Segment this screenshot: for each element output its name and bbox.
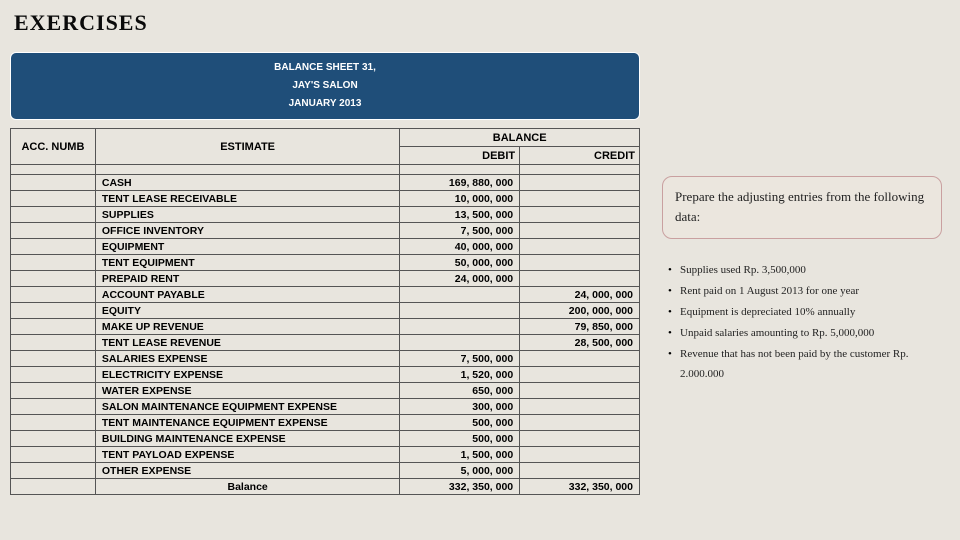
estimate-cell: EQUITY — [95, 303, 399, 319]
debit-cell: 5, 000, 000 — [400, 463, 520, 479]
balance-sheet-header: BALANCE SHEET 31, JAY'S SALON JANUARY 20… — [10, 52, 640, 120]
credit-cell — [520, 351, 640, 367]
estimate-cell: TENT LEASE REVENUE — [95, 335, 399, 351]
estimate-cell: WATER EXPENSE — [95, 383, 399, 399]
estimate-cell: CASH — [95, 175, 399, 191]
debit-cell: 1, 500, 000 — [400, 447, 520, 463]
estimate-cell: SUPPLIES — [95, 207, 399, 223]
debit-cell: 10, 000, 000 — [400, 191, 520, 207]
estimate-cell: TENT MAINTENANCE EQUIPMENT EXPENSE — [95, 415, 399, 431]
balance-total-credit: 332, 350, 000 — [520, 479, 640, 495]
estimate-cell: SALON MAINTENANCE EQUIPMENT EXPENSE — [95, 399, 399, 415]
debit-cell: 650, 000 — [400, 383, 520, 399]
instruction-bullets: Supplies used Rp. 3,500,000Rent paid on … — [668, 260, 948, 385]
table-row: SALON MAINTENANCE EQUIPMENT EXPENSE300, … — [11, 399, 640, 415]
header-line-3: JANUARY 2013 — [11, 95, 639, 113]
credit-cell — [520, 255, 640, 271]
debit-cell — [400, 303, 520, 319]
col-credit: CREDIT — [520, 147, 640, 165]
debit-cell — [400, 287, 520, 303]
estimate-cell: SALARIES EXPENSE — [95, 351, 399, 367]
estimate-cell: OTHER EXPENSE — [95, 463, 399, 479]
credit-cell — [520, 191, 640, 207]
table-row: ELECTRICITY EXPENSE1, 520, 000 — [11, 367, 640, 383]
estimate-cell: TENT LEASE RECEIVABLE — [95, 191, 399, 207]
table-row: EQUITY 200, 000, 000 — [11, 303, 640, 319]
table-row: TENT LEASE RECEIVABLE10, 000, 000 — [11, 191, 640, 207]
debit-cell: 7, 500, 000 — [400, 223, 520, 239]
estimate-cell: PREPAID RENT — [95, 271, 399, 287]
debit-cell: 300, 000 — [400, 399, 520, 415]
estimate-cell: BUILDING MAINTENANCE EXPENSE — [95, 431, 399, 447]
table-row: SUPPLIES13, 500, 000 — [11, 207, 640, 223]
col-estimate: ESTIMATE — [95, 129, 399, 165]
table-row: BUILDING MAINTENANCE EXPENSE500, 000 — [11, 431, 640, 447]
credit-cell — [520, 223, 640, 239]
table-row: TENT LEASE REVENUE 28, 500, 000 — [11, 335, 640, 351]
debit-cell: 40, 000, 000 — [400, 239, 520, 255]
credit-cell — [520, 207, 640, 223]
estimate-cell: TENT PAYLOAD EXPENSE — [95, 447, 399, 463]
col-acc-numb: ACC. NUMB — [11, 129, 96, 165]
credit-cell: 24, 000, 000 — [520, 287, 640, 303]
instruction-callout: Prepare the adjusting entries from the f… — [662, 176, 942, 239]
table-row: TENT MAINTENANCE EQUIPMENT EXPENSE500, 0… — [11, 415, 640, 431]
estimate-cell: TENT EQUIPMENT — [95, 255, 399, 271]
table-row: OTHER EXPENSE5, 000, 000 — [11, 463, 640, 479]
debit-cell — [400, 319, 520, 335]
debit-cell: 500, 000 — [400, 415, 520, 431]
debit-cell: 24, 000, 000 — [400, 271, 520, 287]
table-row: EQUIPMENT40, 000, 000 — [11, 239, 640, 255]
credit-cell — [520, 383, 640, 399]
debit-cell: 50, 000, 000 — [400, 255, 520, 271]
header-line-1: BALANCE SHEET 31, — [11, 59, 639, 77]
balance-total-debit: 332, 350, 000 — [400, 479, 520, 495]
credit-cell — [520, 175, 640, 191]
col-debit: DEBIT — [400, 147, 520, 165]
bullet-item: Equipment is depreciated 10% annually — [668, 302, 948, 323]
table-row: ACCOUNT PAYABLE 24, 000, 000 — [11, 287, 640, 303]
header-line-2: JAY'S SALON — [11, 77, 639, 95]
debit-cell: 1, 520, 000 — [400, 367, 520, 383]
credit-cell — [520, 463, 640, 479]
table-row: SALARIES EXPENSE7, 500, 000 — [11, 351, 640, 367]
balance-sheet-table: ACC. NUMB ESTIMATE BALANCE DEBIT CREDIT … — [10, 128, 640, 495]
estimate-cell: MAKE UP REVENUE — [95, 319, 399, 335]
credit-cell — [520, 431, 640, 447]
bullet-item: Unpaid salaries amounting to Rp. 5,000,0… — [668, 323, 948, 344]
debit-cell: 13, 500, 000 — [400, 207, 520, 223]
table-row: TENT PAYLOAD EXPENSE1, 500, 000 — [11, 447, 640, 463]
estimate-cell: OFFICE INVENTORY — [95, 223, 399, 239]
bullet-item: Rent paid on 1 August 2013 for one year — [668, 281, 948, 302]
debit-cell: 7, 500, 000 — [400, 351, 520, 367]
credit-cell — [520, 271, 640, 287]
bullet-item: Supplies used Rp. 3,500,000 — [668, 260, 948, 281]
table-row: TENT EQUIPMENT50, 000, 000 — [11, 255, 640, 271]
table-row: PREPAID RENT24, 000, 000 — [11, 271, 640, 287]
table-row: OFFICE INVENTORY7, 500, 000 — [11, 223, 640, 239]
table-row: WATER EXPENSE650, 000 — [11, 383, 640, 399]
credit-cell: 79, 850, 000 — [520, 319, 640, 335]
page-title: EXERCISES — [14, 10, 148, 36]
debit-cell: 500, 000 — [400, 431, 520, 447]
credit-cell — [520, 399, 640, 415]
bullet-item: Revenue that has not been paid by the cu… — [668, 344, 948, 386]
debit-cell: 169, 880, 000 — [400, 175, 520, 191]
table-row: MAKE UP REVENUE 79, 850, 000 — [11, 319, 640, 335]
credit-cell — [520, 447, 640, 463]
credit-cell — [520, 239, 640, 255]
credit-cell: 200, 000, 000 — [520, 303, 640, 319]
credit-cell — [520, 367, 640, 383]
debit-cell — [400, 335, 520, 351]
col-balance: BALANCE — [400, 129, 640, 147]
credit-cell: 28, 500, 000 — [520, 335, 640, 351]
credit-cell — [520, 415, 640, 431]
estimate-cell: ELECTRICITY EXPENSE — [95, 367, 399, 383]
estimate-cell: EQUIPMENT — [95, 239, 399, 255]
balance-row-label: Balance — [95, 479, 399, 495]
table-row: CASH169, 880, 000 — [11, 175, 640, 191]
estimate-cell: ACCOUNT PAYABLE — [95, 287, 399, 303]
